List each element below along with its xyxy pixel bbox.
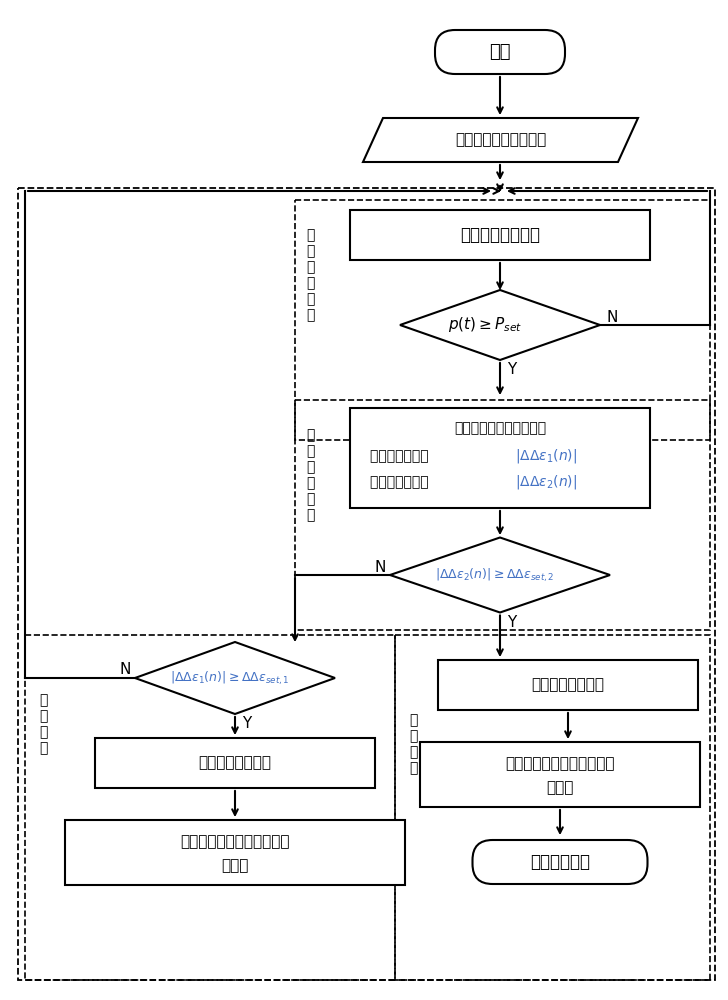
Text: 发出应变告警信号: 发出应变告警信号 — [199, 756, 272, 770]
Text: $|\Delta\Delta\varepsilon_2(n)|$: $|\Delta\Delta\varepsilon_2(n)|$ — [515, 473, 577, 491]
FancyBboxPatch shape — [350, 210, 650, 260]
Text: 跳: 跳 — [409, 713, 417, 727]
FancyBboxPatch shape — [420, 742, 700, 807]
Text: 变数据: 变数据 — [546, 780, 574, 796]
Text: 应: 应 — [306, 428, 314, 442]
Text: 启: 启 — [306, 260, 314, 274]
FancyBboxPatch shape — [438, 660, 698, 710]
FancyBboxPatch shape — [472, 840, 647, 884]
Text: 元: 元 — [306, 508, 314, 522]
Text: $|\Delta\Delta\varepsilon_1(n)|\geq\Delta\Delta\varepsilon_{set,1}$: $|\Delta\Delta\varepsilon_1(n)|\geq\Delt… — [170, 669, 290, 687]
Text: 单: 单 — [306, 492, 314, 506]
Polygon shape — [135, 642, 335, 714]
FancyBboxPatch shape — [350, 408, 650, 508]
Text: 变数据: 变数据 — [221, 858, 249, 874]
Text: 油: 油 — [306, 228, 314, 242]
Polygon shape — [390, 538, 610, 612]
Text: Y: Y — [507, 362, 517, 377]
Text: 元: 元 — [409, 761, 417, 775]
Text: 元: 元 — [39, 741, 47, 755]
Text: 第一应变特征量: 第一应变特征量 — [370, 449, 433, 463]
Text: 开始: 开始 — [489, 43, 511, 61]
Text: 告: 告 — [39, 693, 47, 707]
Text: N: N — [374, 560, 386, 574]
Text: 闸: 闸 — [409, 729, 417, 743]
Text: $|\Delta\Delta\varepsilon_1(n)|$: $|\Delta\Delta\varepsilon_1(n)|$ — [515, 447, 577, 465]
Text: 警: 警 — [39, 709, 47, 723]
Polygon shape — [363, 118, 638, 162]
Text: 单: 单 — [409, 745, 417, 759]
Text: 发出应变跳闸信号: 发出应变跳闸信号 — [531, 678, 604, 692]
Text: 动: 动 — [306, 276, 314, 290]
FancyBboxPatch shape — [435, 30, 565, 74]
Text: N: N — [606, 310, 617, 324]
Text: 读取油压实时信息: 读取油压实时信息 — [460, 226, 540, 244]
Text: 存储瞬态油压、多孔金属应: 存储瞬态油压、多孔金属应 — [181, 834, 290, 850]
FancyBboxPatch shape — [65, 820, 405, 885]
Text: 存储瞬态油压、多孔金属应: 存储瞬态油压、多孔金属应 — [505, 756, 614, 772]
Text: $|\Delta\Delta\varepsilon_2(n)|\geq\Delta\Delta\varepsilon_{set,2}$: $|\Delta\Delta\varepsilon_2(n)|\geq\Delt… — [435, 566, 555, 584]
Text: 监: 监 — [306, 460, 314, 474]
Text: 压: 压 — [306, 244, 314, 258]
FancyBboxPatch shape — [95, 738, 375, 788]
Text: 整套装置复归: 整套装置复归 — [530, 853, 590, 871]
Text: 测: 测 — [306, 476, 314, 490]
Text: 读取参数与门槛值信息: 读取参数与门槛值信息 — [455, 132, 546, 147]
Text: 读取泡沫金属层应变信息: 读取泡沫金属层应变信息 — [454, 421, 546, 435]
Text: $p(t) \geq P_{set}$: $p(t) \geq P_{set}$ — [448, 316, 522, 334]
Text: Y: Y — [507, 615, 517, 630]
Polygon shape — [400, 290, 600, 360]
Text: 单: 单 — [306, 292, 314, 306]
Text: N: N — [119, 662, 131, 678]
Text: 第二应变特征量: 第二应变特征量 — [370, 475, 433, 489]
Text: 变: 变 — [306, 444, 314, 458]
Text: 元: 元 — [306, 308, 314, 322]
Text: 单: 单 — [39, 725, 47, 739]
Text: Y: Y — [242, 716, 252, 732]
